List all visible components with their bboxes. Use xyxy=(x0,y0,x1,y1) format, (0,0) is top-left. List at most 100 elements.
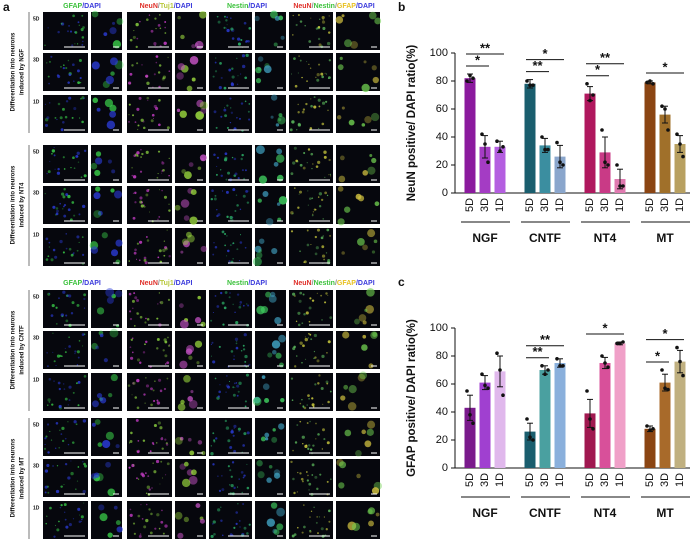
cell xyxy=(372,332,378,338)
cell xyxy=(248,118,251,121)
cell xyxy=(168,344,170,346)
cell xyxy=(194,42,199,47)
cell xyxy=(155,61,158,64)
cell xyxy=(225,190,229,194)
cell xyxy=(224,107,226,109)
data-point xyxy=(465,79,469,83)
cell xyxy=(75,423,78,426)
cell xyxy=(48,401,51,403)
cell xyxy=(79,514,81,516)
x-tick-label: 1D xyxy=(494,473,506,487)
cell xyxy=(143,256,147,260)
cell xyxy=(73,107,77,111)
cell xyxy=(372,76,379,84)
cell xyxy=(60,485,63,488)
cell xyxy=(95,151,102,157)
cell xyxy=(167,336,169,339)
x-tick-label: 5D xyxy=(644,198,656,212)
cell xyxy=(318,105,321,108)
group-label: NGF xyxy=(472,231,497,245)
cell xyxy=(248,190,250,192)
data-point xyxy=(660,104,664,108)
cell xyxy=(166,377,169,380)
cell xyxy=(59,202,61,205)
cell xyxy=(337,186,344,192)
cell xyxy=(153,470,157,474)
cell xyxy=(200,245,207,253)
cell xyxy=(110,71,115,76)
cell xyxy=(157,218,159,221)
cell xyxy=(44,123,49,127)
cell xyxy=(276,154,285,163)
cell xyxy=(291,534,295,538)
cell xyxy=(308,320,311,323)
cell xyxy=(139,20,141,23)
cell xyxy=(68,336,70,339)
data-point xyxy=(561,364,565,368)
cell xyxy=(239,208,242,211)
cell xyxy=(156,347,159,350)
x-tick-label: 3D xyxy=(479,473,491,487)
cell xyxy=(79,76,82,80)
cell xyxy=(293,187,296,189)
cell xyxy=(168,209,171,212)
cell xyxy=(326,228,330,232)
cell xyxy=(83,97,85,99)
data-point xyxy=(483,142,487,146)
cell xyxy=(297,13,300,17)
cell xyxy=(75,488,77,491)
cell xyxy=(71,441,75,444)
data-point xyxy=(588,98,592,103)
cell xyxy=(240,533,245,537)
cell xyxy=(324,176,326,179)
cell xyxy=(290,377,294,380)
cell xyxy=(197,166,202,171)
cell xyxy=(307,204,309,206)
cell xyxy=(304,24,306,27)
cell xyxy=(328,15,330,17)
cell xyxy=(96,107,101,112)
cell xyxy=(93,472,100,478)
cell xyxy=(329,390,332,393)
cell xyxy=(145,235,148,238)
cell xyxy=(152,117,154,119)
micrograph xyxy=(289,186,333,224)
cell xyxy=(232,434,235,437)
cell xyxy=(146,81,150,85)
cell xyxy=(321,20,326,24)
cell xyxy=(196,361,200,365)
cell xyxy=(135,258,138,260)
cell xyxy=(130,356,134,360)
significance-label: * xyxy=(475,52,481,67)
cell xyxy=(337,64,344,71)
cell xyxy=(212,360,216,364)
cell xyxy=(129,508,132,511)
bar xyxy=(644,82,656,193)
cell xyxy=(321,75,324,79)
cell xyxy=(325,528,328,531)
x-tick-label: 5D xyxy=(464,198,476,212)
data-point xyxy=(465,389,469,393)
micrograph xyxy=(175,186,206,224)
cell xyxy=(234,386,236,388)
cell xyxy=(347,402,357,411)
cell xyxy=(83,149,87,153)
cell xyxy=(77,404,80,407)
bar xyxy=(644,428,656,468)
cell xyxy=(326,480,329,483)
header-part: / xyxy=(312,280,314,287)
bar xyxy=(464,407,476,468)
cell xyxy=(229,484,231,486)
cell xyxy=(133,292,136,295)
cell xyxy=(366,288,375,297)
cell xyxy=(243,21,247,25)
cell xyxy=(309,529,312,532)
cell xyxy=(99,333,104,338)
cell xyxy=(82,253,85,256)
cell xyxy=(217,213,221,217)
cell xyxy=(265,218,274,226)
cell xyxy=(239,520,241,522)
cell xyxy=(130,338,134,342)
cell xyxy=(138,96,142,100)
cell xyxy=(304,337,308,342)
